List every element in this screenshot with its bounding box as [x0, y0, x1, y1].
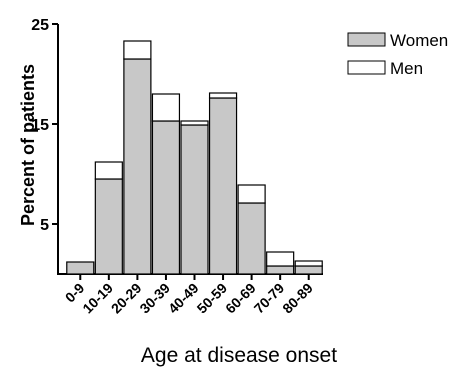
legend-swatch-women [347, 32, 386, 47]
bar-men-60-69 [237, 184, 266, 204]
legend-swatch-men [347, 60, 386, 75]
bar-women-30-39 [151, 120, 181, 275]
bar-women-10-19 [94, 178, 123, 275]
x-tick-label: 70-79 [251, 280, 288, 317]
legend: Women Men [347, 31, 448, 78]
x-axis-ticks: 0-910-1920-2930-3940-4950-5960-6970-7980… [62, 274, 316, 316]
legend-label-men: Men [390, 59, 423, 78]
y-tick-label: 5 [40, 217, 49, 234]
x-tick-label: 50-59 [194, 280, 231, 317]
legend-label-women: Women [390, 31, 448, 50]
x-tick-label: 40-49 [165, 280, 202, 317]
bar-men-80-89 [294, 260, 323, 267]
bar-women-70-79 [266, 265, 295, 275]
bar-men-70-79 [266, 251, 295, 267]
bar-men-30-39 [151, 93, 181, 122]
x-tick-label: 30-39 [136, 280, 173, 317]
bar-men-40-49 [180, 120, 209, 126]
y-tick-label: 15 [31, 117, 49, 134]
y-tick-label: 25 [31, 17, 49, 34]
bars [66, 40, 323, 275]
bar-women-0-9 [66, 261, 95, 275]
bar-men-20-29 [123, 40, 152, 60]
x-axis-label: Age at disease onset [141, 344, 337, 367]
bar-women-50-59 [208, 97, 238, 275]
bar-men-10-19 [94, 161, 123, 180]
bar-women-80-89 [294, 265, 323, 275]
bar-women-60-69 [237, 202, 266, 275]
bar-women-20-29 [123, 58, 152, 275]
y-axis-ticks: 5 15 25 [31, 17, 58, 234]
x-tick-label: 80-89 [279, 280, 316, 317]
x-tick-label: 10-19 [79, 280, 116, 317]
bar-women-40-49 [180, 124, 209, 275]
x-tick-label: 20-29 [108, 280, 145, 317]
bar-men-50-59 [208, 92, 238, 99]
y-axis-label: Percent of patients [18, 64, 38, 226]
x-tick-label: 60-69 [222, 280, 259, 317]
